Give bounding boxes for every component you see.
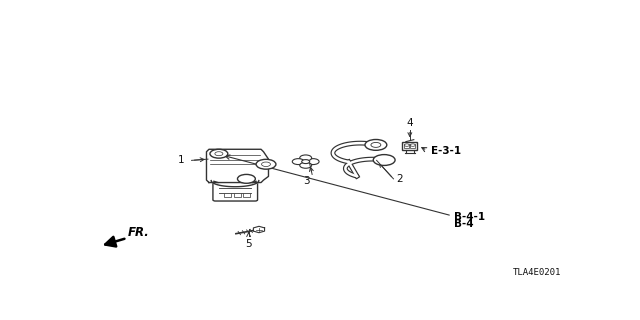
Text: B-4-1: B-4-1 xyxy=(454,212,486,222)
Circle shape xyxy=(307,159,319,164)
Bar xyxy=(404,144,410,148)
Circle shape xyxy=(373,155,395,165)
Text: 3: 3 xyxy=(303,176,310,186)
Bar xyxy=(410,144,415,148)
Bar xyxy=(225,193,231,197)
Circle shape xyxy=(210,149,228,158)
Polygon shape xyxy=(211,180,259,187)
Text: 4: 4 xyxy=(406,117,413,128)
Polygon shape xyxy=(207,149,269,182)
Bar xyxy=(243,193,250,197)
Polygon shape xyxy=(253,226,264,233)
Circle shape xyxy=(404,144,410,146)
Circle shape xyxy=(237,174,255,183)
Circle shape xyxy=(371,142,381,148)
Circle shape xyxy=(256,159,276,169)
Circle shape xyxy=(292,159,304,164)
Bar xyxy=(234,193,241,197)
Bar xyxy=(403,142,417,149)
FancyBboxPatch shape xyxy=(213,181,257,201)
Circle shape xyxy=(410,144,415,146)
Circle shape xyxy=(262,162,271,166)
Circle shape xyxy=(301,160,310,164)
Text: B-4: B-4 xyxy=(454,220,474,229)
Circle shape xyxy=(300,155,312,161)
Text: FR.: FR. xyxy=(128,226,150,239)
Text: 1: 1 xyxy=(177,156,184,165)
Circle shape xyxy=(300,162,312,168)
Circle shape xyxy=(365,140,387,150)
Text: 2: 2 xyxy=(396,174,403,184)
Text: 5: 5 xyxy=(245,239,252,249)
Text: E-3-1: E-3-1 xyxy=(431,146,461,156)
Text: TLA4E0201: TLA4E0201 xyxy=(513,268,561,277)
Circle shape xyxy=(215,152,223,156)
